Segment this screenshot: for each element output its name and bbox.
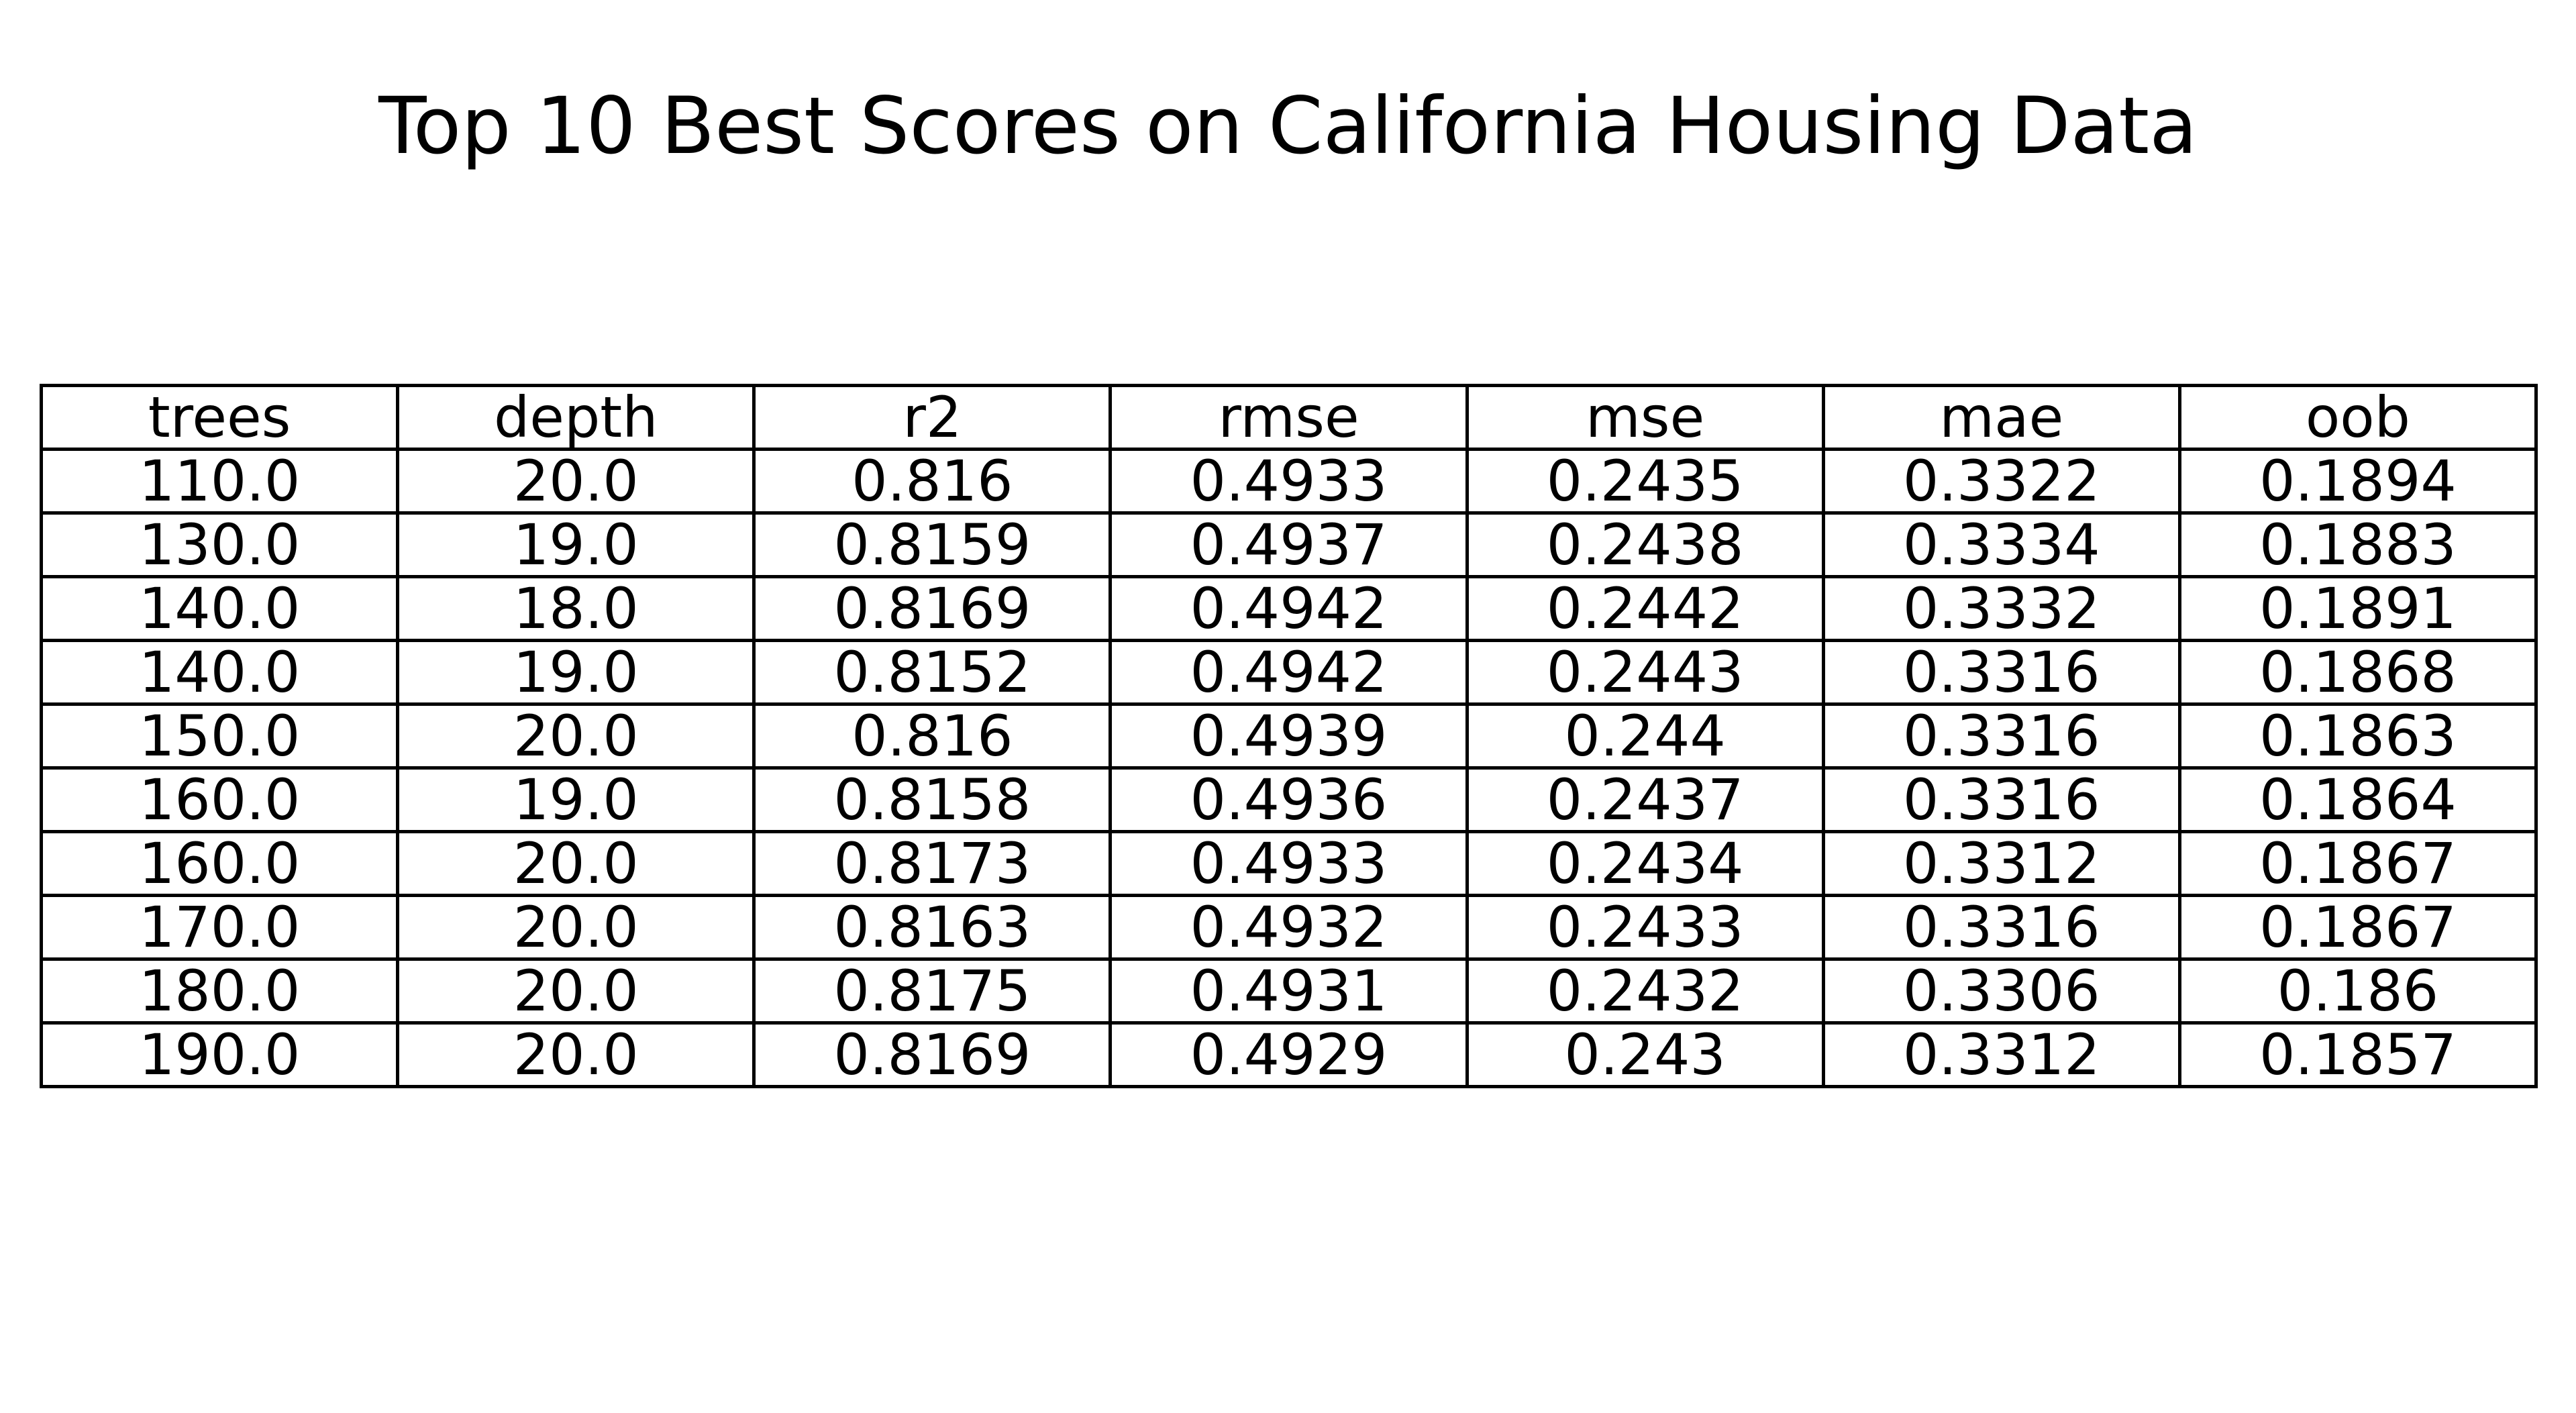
table-cell-trees: 190.0 [39,1021,400,1088]
table-cell-trees: 160.0 [39,766,400,833]
column-header-oob: oob [2177,384,2538,451]
table-cell-oob: 0.1891 [2177,575,2538,642]
table-cell-mse: 0.2434 [1465,830,1825,897]
table-cell-r2: 0.8163 [752,894,1113,961]
chart-title: Top 10 Best Scores on California Housing… [378,80,2198,172]
table-cell-r2: 0.8152 [752,639,1113,706]
table-cell-oob: 0.1864 [2177,766,2538,833]
table-cell-mse: 0.2433 [1465,894,1825,961]
table-cell-depth: 20.0 [396,1021,756,1088]
table-header: trees depth r2 rmse mse mae oob [39,384,2538,451]
table-cell-mse: 0.2435 [1465,448,1825,515]
table-cell-depth: 20.0 [396,957,756,1025]
header-row: trees depth r2 rmse mse mae oob [39,384,2538,451]
table-cell-mae: 0.3316 [1821,702,2181,770]
column-header-mse: mse [1465,384,1825,451]
table-cell-oob: 0.1868 [2177,639,2538,706]
table-cell-mse: 0.243 [1465,1021,1825,1088]
table-row: 140.0 19.0 0.8152 0.4942 0.2443 0.3316 0.1868 [39,639,2538,706]
table-cell-mae: 0.3316 [1821,894,2181,961]
table-cell-r2: 0.8169 [752,575,1113,642]
table-cell-mse: 0.2443 [1465,639,1825,706]
table-cell-r2: 0.8175 [752,957,1113,1025]
table-body: 110.0 20.0 0.816 0.4933 0.2435 0.3322 0.1894 13… [39,448,2538,1088]
table-row: 110.0 20.0 0.816 0.4933 0.2435 0.3322 0.1894 [39,448,2538,515]
table-cell-oob: 0.186 [2177,957,2538,1025]
scores-table: trees depth r2 rmse mse mae oob 110.0 20.0 0.816… [39,384,2538,1088]
table-cell-rmse: 0.4937 [1109,511,1469,578]
table-cell-trees: 110.0 [39,448,400,515]
table-row: 130.0 19.0 0.8159 0.4937 0.2438 0.3334 0.1883 [39,511,2538,578]
table-cell-rmse: 0.4933 [1109,830,1469,897]
table-row: 170.0 20.0 0.8163 0.4932 0.2433 0.3316 0.1867 [39,894,2538,961]
table-row: 190.0 20.0 0.8169 0.4929 0.243 0.3312 0.1857 [39,1021,2538,1088]
column-header-r2: r2 [752,384,1113,451]
column-header-rmse: rmse [1109,384,1469,451]
table-cell-depth: 20.0 [396,702,756,770]
table-cell-mse: 0.2438 [1465,511,1825,578]
table-cell-r2: 0.8173 [752,830,1113,897]
column-header-mae: mae [1821,384,2181,451]
table-row: 160.0 20.0 0.8173 0.4933 0.2434 0.3312 0.1867 [39,830,2538,897]
table-cell-trees: 150.0 [39,702,400,770]
column-header-trees: trees [39,384,400,451]
table-cell-mse: 0.2432 [1465,957,1825,1025]
table-cell-trees: 130.0 [39,511,400,578]
table-cell-depth: 19.0 [396,511,756,578]
table-cell-rmse: 0.4942 [1109,639,1469,706]
table-cell-mae: 0.3316 [1821,766,2181,833]
table-cell-depth: 20.0 [396,894,756,961]
table-cell-r2: 0.816 [752,448,1113,515]
table-cell-oob: 0.1883 [2177,511,2538,578]
table-cell-mse: 0.244 [1465,702,1825,770]
table-cell-mae: 0.3332 [1821,575,2181,642]
table-cell-depth: 18.0 [396,575,756,642]
table-cell-depth: 19.0 [396,639,756,706]
table-cell-rmse: 0.4931 [1109,957,1469,1025]
table-cell-oob: 0.1867 [2177,894,2538,961]
table-row: 160.0 19.0 0.8158 0.4936 0.2437 0.3316 0.1864 [39,766,2538,833]
table-cell-r2: 0.816 [752,702,1113,770]
table-cell-depth: 20.0 [396,830,756,897]
table-cell-trees: 180.0 [39,957,400,1025]
table-cell-mse: 0.2442 [1465,575,1825,642]
table-cell-oob: 0.1857 [2177,1021,2538,1088]
table-cell-trees: 160.0 [39,830,400,897]
table-cell-depth: 19.0 [396,766,756,833]
table-cell-trees: 170.0 [39,894,400,961]
table-cell-rmse: 0.4929 [1109,1021,1469,1088]
table-cell-r2: 0.8158 [752,766,1113,833]
table-cell-mae: 0.3334 [1821,511,2181,578]
table-cell-mae: 0.3316 [1821,639,2181,706]
table-cell-depth: 20.0 [396,448,756,515]
table-cell-oob: 0.1867 [2177,830,2538,897]
table-cell-oob: 0.1863 [2177,702,2538,770]
column-header-depth: depth [396,384,756,451]
table-row: 150.0 20.0 0.816 0.4939 0.244 0.3316 0.1863 [39,702,2538,770]
table-cell-trees: 140.0 [39,575,400,642]
table-cell-mse: 0.2437 [1465,766,1825,833]
table-cell-mae: 0.3312 [1821,830,2181,897]
table-cell-mae: 0.3306 [1821,957,2181,1025]
table-row: 140.0 18.0 0.8169 0.4942 0.2442 0.3332 0.1891 [39,575,2538,642]
table-row: 180.0 20.0 0.8175 0.4931 0.2432 0.3306 0.186 [39,957,2538,1025]
table-cell-rmse: 0.4942 [1109,575,1469,642]
table-cell-mae: 0.3322 [1821,448,2181,515]
table-cell-r2: 0.8169 [752,1021,1113,1088]
table-cell-rmse: 0.4933 [1109,448,1469,515]
table-cell-oob: 0.1894 [2177,448,2538,515]
table-cell-rmse: 0.4932 [1109,894,1469,961]
table-cell-r2: 0.8159 [752,511,1113,578]
table-cell-rmse: 0.4939 [1109,702,1469,770]
table-cell-mae: 0.3312 [1821,1021,2181,1088]
table-cell-rmse: 0.4936 [1109,766,1469,833]
table-cell-trees: 140.0 [39,639,400,706]
